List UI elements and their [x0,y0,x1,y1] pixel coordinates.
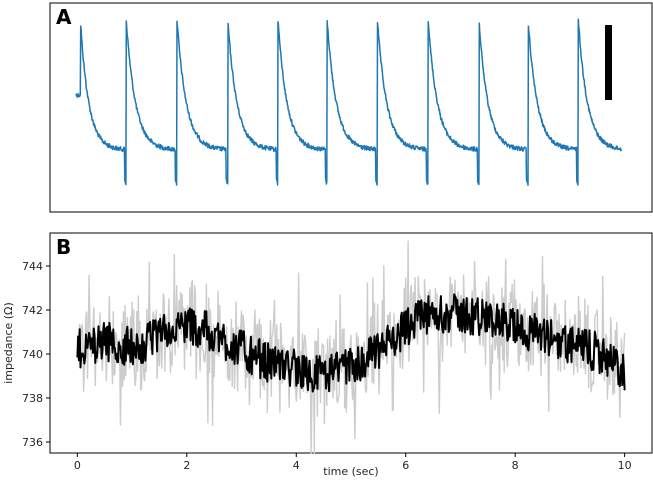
panel-b: B 0 2 4 6 8 10 736 738 740 742 744 time (sec) imp… [2,232,653,478]
panel-a: A [49,2,653,213]
x-tick-label: 6 [402,459,409,472]
raw-impedance-line [76,240,626,454]
y-tick-label: 744 [22,260,43,273]
panel-a-letter: A [56,5,72,29]
x-tick-label: 0 [74,459,81,472]
y-tick-label: 742 [22,304,43,317]
x-tick-label: 2 [183,459,190,472]
y-tick-label: 736 [22,436,43,449]
x-axis-ticks: 0 2 4 6 8 10 [74,453,632,472]
x-tick-label: 4 [293,459,300,472]
y-axis-ticks: 736 738 740 742 744 [22,260,50,449]
x-tick-label: 10 [618,459,632,472]
panel-a-frame [49,2,653,213]
smoothed-impedance-line [76,293,626,393]
x-axis-label: time (sec) [323,465,378,478]
scale-bar [605,25,612,100]
panel-b-letter: B [56,235,71,259]
y-tick-label: 738 [22,392,43,405]
y-tick-label: 740 [22,348,43,361]
panel-a-waveform-line [75,18,623,186]
x-tick-label: 8 [512,459,519,472]
y-axis-label: impedance (Ω) [2,302,15,384]
